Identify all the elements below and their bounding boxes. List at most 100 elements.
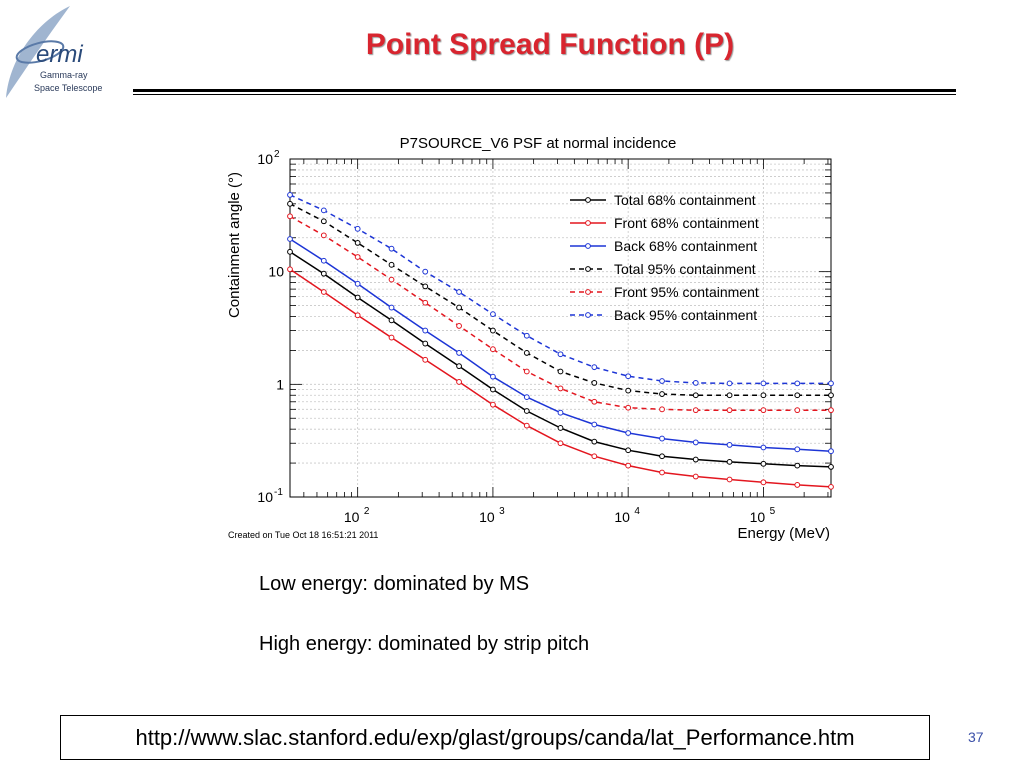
data-point (794, 407, 801, 414)
data-point (828, 407, 834, 414)
data-point (557, 440, 564, 447)
data-point (320, 232, 327, 239)
data-point (692, 439, 699, 446)
data-point (490, 373, 496, 380)
title-rule (133, 89, 956, 92)
data-point (456, 350, 462, 356)
data-point (659, 378, 665, 384)
data-point (287, 266, 293, 273)
data-point (591, 438, 598, 445)
data-point (659, 453, 665, 460)
data-point (456, 323, 462, 329)
data-point (523, 368, 530, 375)
data-point (591, 453, 598, 460)
data-point (422, 299, 429, 306)
slide-title: Point Spread Function (P) (365, 28, 735, 61)
page-number: 37 (968, 729, 984, 745)
data-point (456, 379, 462, 385)
data-point (557, 351, 564, 358)
data-point (287, 236, 293, 242)
data-point (828, 463, 834, 470)
data-point (422, 268, 429, 275)
data-point (625, 387, 632, 394)
y-tick-label: 10 (257, 489, 273, 505)
data-point (760, 392, 767, 399)
series-2 (287, 236, 834, 455)
legend-label: Back 95% containment (614, 307, 757, 323)
y-tick-label: 1 (276, 376, 284, 392)
data-point (726, 476, 733, 483)
series-1 (287, 266, 834, 490)
data-point (287, 213, 293, 220)
title-rule-thin (133, 94, 956, 95)
note-low-energy: Low energy: dominated by MS (259, 573, 530, 595)
data-point (320, 207, 327, 214)
series-3 (287, 200, 834, 399)
data-point (490, 327, 496, 334)
note-high-energy: High energy: dominated by strip pitch (259, 633, 590, 655)
x-tick-label: 10 (614, 509, 630, 525)
data-point (354, 254, 361, 260)
data-point (523, 422, 530, 429)
legend-label: Total 68% containment (614, 192, 756, 208)
data-point (320, 257, 327, 264)
data-point (490, 386, 496, 393)
series-line (289, 215, 831, 411)
psf-chart: P7SOURCE_V6 PSF at normal incidence 10 2 1… (210, 126, 850, 546)
data-point (354, 312, 361, 319)
data-point (388, 317, 395, 324)
data-point (422, 327, 429, 334)
data-point (625, 373, 632, 380)
data-point (523, 332, 530, 339)
data-point (794, 446, 801, 453)
data-point (388, 261, 395, 268)
logo-line1: Gamma-ray (40, 70, 88, 80)
data-point (523, 350, 530, 356)
legend-marker (585, 220, 591, 226)
data-point (354, 225, 361, 232)
data-point (625, 447, 632, 454)
data-point (320, 218, 327, 225)
data-point (591, 421, 598, 428)
x-tick-label: 10 (344, 509, 360, 525)
data-point (760, 407, 767, 414)
logo-line2: Space Telescope (34, 83, 102, 93)
data-point (794, 380, 801, 387)
data-point (557, 425, 564, 431)
data-point (726, 407, 733, 414)
legend-label: Front 68% containment (614, 215, 759, 231)
data-point (591, 364, 598, 371)
x-tick-label-exponent: 2 (364, 506, 370, 517)
data-point (422, 283, 429, 290)
chart-title: P7SOURCE_V6 PSF at normal incidence (400, 135, 677, 152)
y-tick-label: 10 (268, 264, 284, 280)
data-point (287, 192, 293, 198)
data-point (591, 398, 598, 405)
data-point (692, 407, 699, 414)
data-point (625, 404, 632, 411)
data-point (659, 406, 665, 413)
chart-footnote: Created on Tue Oct 18 16:51:21 2011 (228, 530, 378, 540)
data-point (320, 289, 327, 295)
legend-marker (585, 243, 591, 249)
data-point (659, 469, 665, 476)
data-point (456, 289, 462, 295)
data-point (523, 394, 530, 401)
data-point (456, 363, 462, 370)
data-point (354, 240, 361, 246)
fermi-swirl-icon: ermi Gamma-ray Space Telescope (6, 6, 102, 98)
data-point (726, 458, 733, 465)
reference-url[interactable]: http://www.slac.stanford.edu/exp/glast/g… (135, 724, 855, 750)
series-0 (287, 248, 834, 470)
logo-name: ermi (36, 41, 83, 68)
data-point (726, 380, 733, 387)
data-point (625, 430, 632, 436)
data-point (692, 392, 699, 399)
data-point (388, 276, 395, 283)
legend-marker (585, 289, 591, 295)
data-point (354, 280, 361, 287)
data-point (726, 392, 733, 399)
legend-marker (585, 197, 591, 203)
data-point (422, 340, 429, 347)
data-point (828, 483, 834, 490)
